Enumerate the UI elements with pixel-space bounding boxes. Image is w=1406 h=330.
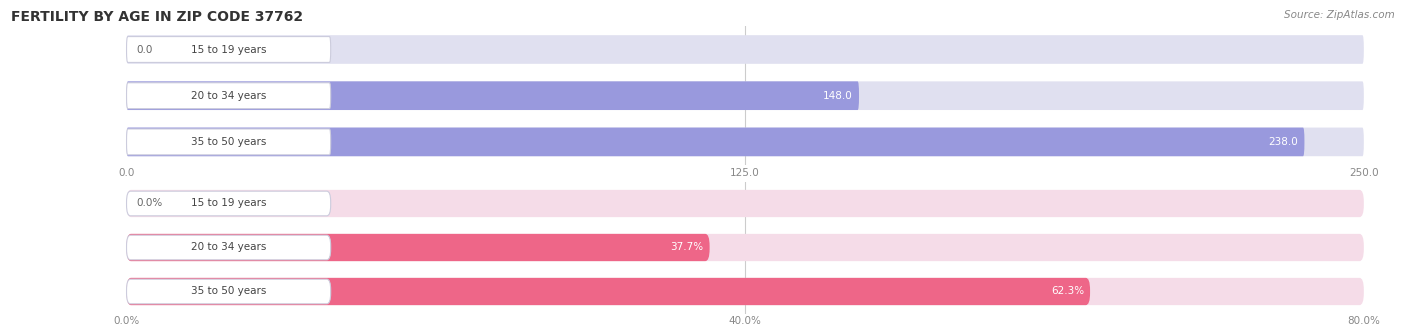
FancyBboxPatch shape (127, 278, 1364, 305)
Text: 15 to 19 years: 15 to 19 years (191, 45, 266, 54)
FancyBboxPatch shape (127, 129, 330, 155)
Text: 15 to 19 years: 15 to 19 years (191, 199, 266, 209)
FancyBboxPatch shape (127, 234, 1364, 261)
FancyBboxPatch shape (127, 128, 1305, 156)
Text: Source: ZipAtlas.com: Source: ZipAtlas.com (1284, 10, 1395, 20)
FancyBboxPatch shape (127, 190, 1364, 217)
FancyBboxPatch shape (127, 234, 710, 261)
FancyBboxPatch shape (127, 279, 330, 304)
Text: FERTILITY BY AGE IN ZIP CODE 37762: FERTILITY BY AGE IN ZIP CODE 37762 (11, 10, 304, 24)
FancyBboxPatch shape (127, 278, 1090, 305)
FancyBboxPatch shape (127, 82, 859, 110)
Text: 148.0: 148.0 (823, 91, 853, 101)
Text: 62.3%: 62.3% (1050, 286, 1084, 296)
Text: 20 to 34 years: 20 to 34 years (191, 91, 266, 101)
Text: 0.0%: 0.0% (136, 199, 163, 209)
Text: 35 to 50 years: 35 to 50 years (191, 286, 266, 296)
FancyBboxPatch shape (127, 128, 1364, 156)
Text: 238.0: 238.0 (1268, 137, 1298, 147)
FancyBboxPatch shape (127, 83, 330, 109)
Text: 0.0: 0.0 (136, 45, 153, 54)
Text: 35 to 50 years: 35 to 50 years (191, 137, 266, 147)
FancyBboxPatch shape (127, 191, 330, 216)
Text: 37.7%: 37.7% (671, 243, 703, 252)
FancyBboxPatch shape (127, 37, 330, 62)
FancyBboxPatch shape (127, 235, 330, 260)
FancyBboxPatch shape (127, 82, 1364, 110)
FancyBboxPatch shape (127, 35, 1364, 64)
Text: 20 to 34 years: 20 to 34 years (191, 243, 266, 252)
